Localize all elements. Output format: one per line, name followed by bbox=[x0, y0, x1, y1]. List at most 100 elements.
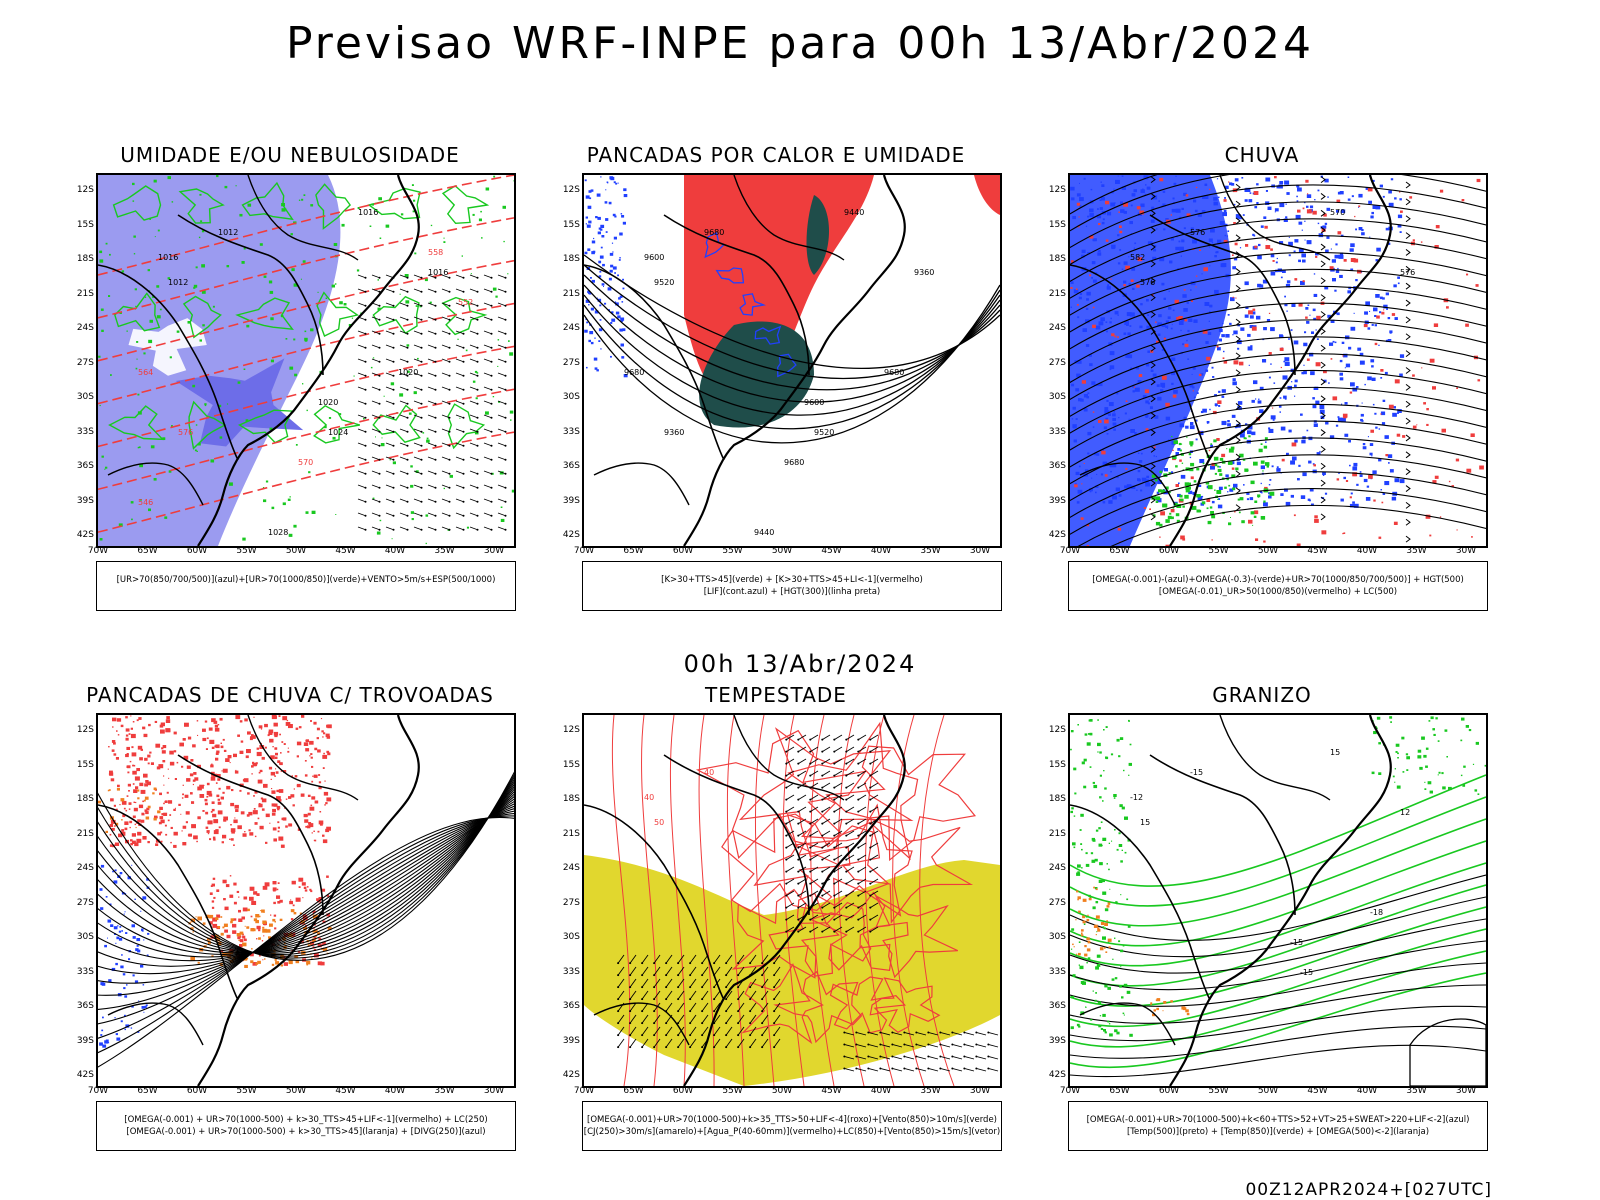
page-title: Previsao WRF-INPE para 00h 13/Abr/2024 bbox=[285, 18, 1314, 69]
lon-label: 60W bbox=[1158, 1086, 1180, 1096]
lat-label: 24S bbox=[562, 863, 580, 873]
lon-label: 35W bbox=[434, 546, 455, 556]
lon-label: 65W bbox=[137, 1086, 158, 1096]
panel-legend: [OMEGA(-0.001)+UR>70(1000-500)+k>35_TTS>… bbox=[582, 1101, 1002, 1151]
lon-label: 35W bbox=[920, 1086, 941, 1096]
lat-label: 30S bbox=[76, 392, 94, 402]
contour-label: 9600 bbox=[644, 253, 664, 262]
lon-label: 55W bbox=[1208, 546, 1229, 556]
lon-label: 70W bbox=[87, 1086, 109, 1096]
contour-label: 582 bbox=[1130, 253, 1145, 262]
lat-label: 15S bbox=[1048, 759, 1066, 770]
contour-label: 9360 bbox=[914, 268, 934, 277]
lat-label: 27S bbox=[76, 897, 94, 908]
panel-title: GRANIZO bbox=[1212, 683, 1312, 707]
contour-label: 570 bbox=[298, 458, 313, 467]
contour-label: 9680 bbox=[884, 368, 904, 377]
contour-label: -12 bbox=[1130, 793, 1143, 802]
contour-label: 564 bbox=[138, 368, 153, 377]
lat-label: 24S bbox=[76, 863, 94, 873]
map-frame: 1012 1016 1012 1016 1016 1020 1020 1024 1028 576 5… bbox=[96, 173, 516, 548]
contour-label: 1016 bbox=[158, 253, 178, 262]
lon-label: 40W bbox=[384, 546, 406, 556]
lat-label: 36S bbox=[1048, 1001, 1066, 1011]
lon-label: 55W bbox=[236, 1086, 257, 1096]
lat-label: 27S bbox=[562, 897, 580, 908]
lon-label: 50W bbox=[1257, 1086, 1279, 1096]
contour-label: -18 bbox=[1370, 908, 1383, 917]
lat-label: 39S bbox=[76, 1035, 94, 1046]
contour-label: 12 bbox=[1400, 808, 1410, 817]
contour-label: 50 bbox=[654, 818, 664, 827]
lat-label: 18S bbox=[1048, 794, 1066, 804]
lat-label: 18S bbox=[76, 254, 94, 264]
contour-label: 1012 bbox=[168, 278, 188, 287]
lat-label: 24S bbox=[1048, 863, 1066, 873]
panel-umidade: UMIDADE E/OU NEBULOSIDADE 1012 1016 1012 101… bbox=[70, 143, 560, 643]
lon-label: 65W bbox=[1109, 546, 1130, 556]
lat-label: 30S bbox=[1048, 392, 1066, 402]
lat-label: 39S bbox=[76, 495, 94, 506]
lat-label: 12S bbox=[1048, 725, 1066, 735]
lat-label: 15S bbox=[562, 759, 580, 770]
panel-legend: [K>30+TTS>45](verde) + [K>30+TTS>45+LI<-… bbox=[582, 561, 1002, 611]
legend-line: [K>30+TTS>45](verde) + [K>30+TTS>45+LI<-… bbox=[661, 575, 923, 585]
contour-label: 9520 bbox=[814, 428, 834, 437]
map-frame: 576 582 576 570 576 bbox=[1068, 173, 1488, 548]
legend-line: [OMEGA(-0.001)+UR>70(1000-500)+k<60+TTS>… bbox=[1086, 1115, 1470, 1125]
contour-label: 1016 bbox=[358, 208, 378, 217]
contour-label: 9360 bbox=[664, 428, 684, 437]
lat-label: 15S bbox=[76, 759, 94, 770]
run-timestamp: 00Z12APR2024+[027UTC] bbox=[1245, 1180, 1492, 1200]
lat-label: 39S bbox=[562, 495, 580, 506]
lat-label: 33S bbox=[76, 426, 94, 437]
lon-label: 60W bbox=[186, 546, 208, 556]
contour-label: 1012 bbox=[218, 228, 238, 237]
panel-title: PANCADAS DE CHUVA C/ TROVOADAS bbox=[86, 683, 494, 707]
legend-line: [Temp(500)](preto) + [Temp(850)](verde) … bbox=[1126, 1127, 1430, 1137]
lon-label: 40W bbox=[870, 546, 892, 556]
lat-label: 30S bbox=[1048, 932, 1066, 942]
lon-label: 45W bbox=[1307, 546, 1328, 556]
contour-label: 9440 bbox=[754, 528, 774, 537]
lat-label: 36S bbox=[1048, 461, 1066, 471]
lat-label: 12S bbox=[76, 185, 94, 195]
lat-label: 42S bbox=[562, 1070, 580, 1080]
lon-label: 70W bbox=[87, 546, 109, 556]
panel-title: TEMPESTADE bbox=[705, 683, 847, 707]
lat-label: 18S bbox=[76, 794, 94, 804]
legend-line: [OMEGA(-0.001)-(azul)+OMEGA(-0.3)-(verde… bbox=[1092, 575, 1464, 585]
lat-label: 27S bbox=[562, 357, 580, 368]
lon-label: 55W bbox=[1208, 1086, 1229, 1096]
lat-label: 39S bbox=[562, 1035, 580, 1046]
lon-label: 60W bbox=[672, 1086, 694, 1096]
contour-label: 1016 bbox=[428, 268, 448, 277]
panel-title: CHUVA bbox=[1224, 143, 1300, 167]
lon-label: 65W bbox=[137, 546, 158, 556]
lon-label: 40W bbox=[384, 1086, 406, 1096]
lon-label: 30W bbox=[483, 1086, 505, 1096]
lat-label: 15S bbox=[1048, 219, 1066, 230]
lon-label: 55W bbox=[722, 546, 743, 556]
lat-label: 42S bbox=[1048, 1070, 1066, 1080]
panel-trovoadas: PANCADAS DE CHUVA C/ TROVOADAS 12S 15S 18S 2… bbox=[70, 683, 560, 1183]
legend-line: [CJ(250)>30m/s](amarelo)+[Agua_P(40-60mm… bbox=[583, 1127, 1001, 1137]
contour-label: -15 bbox=[1300, 968, 1313, 977]
lat-label: 24S bbox=[562, 323, 580, 333]
contour-label: 576 bbox=[178, 428, 193, 437]
contour-label: -15 bbox=[1290, 938, 1303, 947]
map-frame: 40 40 50 bbox=[582, 713, 1002, 1088]
lat-label: 18S bbox=[562, 254, 580, 264]
contour-label: 9680 bbox=[784, 458, 804, 467]
panel-legend: [OMEGA(-0.001)-(azul)+OMEGA(-0.3)-(verde… bbox=[1068, 561, 1488, 611]
map-frame: -15 -12 15 15 12 -18 -15 -15 bbox=[1068, 713, 1488, 1088]
panel-legend: [OMEGA(-0.001)+UR>70(1000-500)+k<60+TTS>… bbox=[1068, 1101, 1488, 1151]
lon-label: 35W bbox=[1406, 546, 1427, 556]
lon-label: 30W bbox=[1455, 546, 1477, 556]
lon-label: 70W bbox=[573, 546, 595, 556]
contour-label: 552 bbox=[458, 298, 473, 307]
contour-label: 576 bbox=[1190, 228, 1205, 237]
lon-label: 45W bbox=[335, 546, 356, 556]
lat-label: 21S bbox=[562, 288, 580, 299]
lat-label: 36S bbox=[562, 461, 580, 471]
